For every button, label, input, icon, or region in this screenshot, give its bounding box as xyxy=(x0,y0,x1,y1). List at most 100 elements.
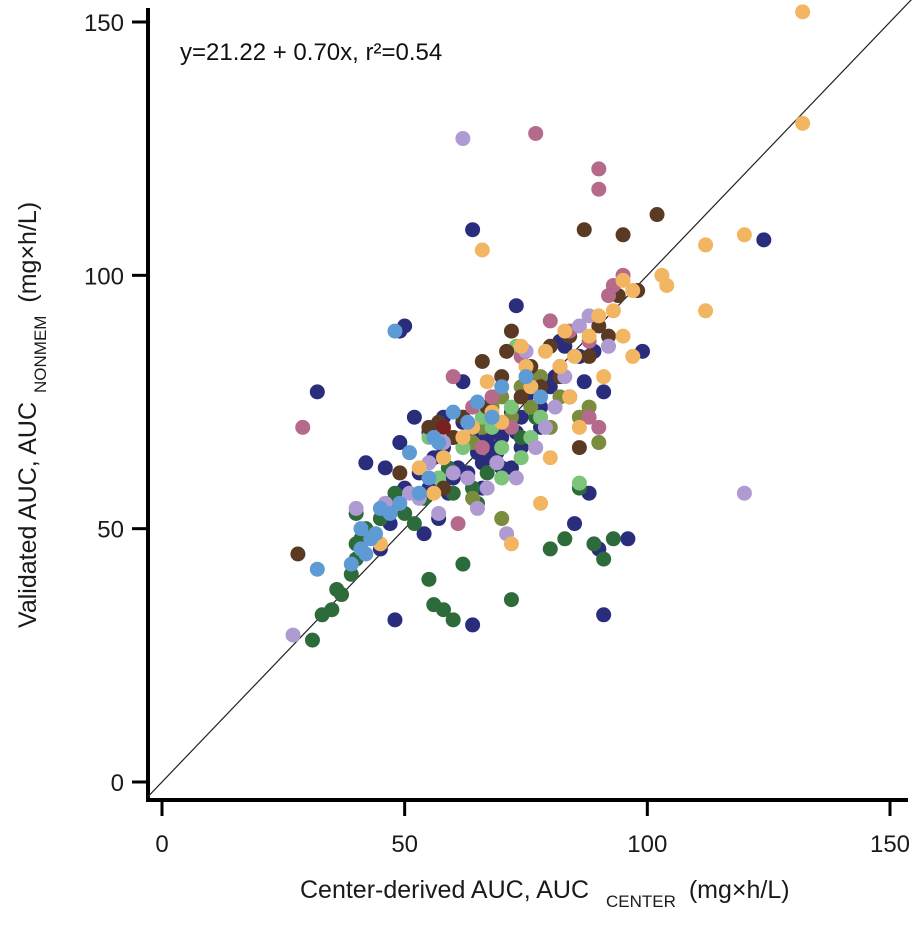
data-point xyxy=(484,389,500,405)
data-point xyxy=(513,338,529,354)
data-point xyxy=(508,298,524,314)
data-point xyxy=(484,409,500,425)
data-point xyxy=(756,232,772,248)
y-tick-label: 50 xyxy=(97,517,124,544)
data-point xyxy=(474,242,490,258)
data-point xyxy=(659,277,675,293)
data-point xyxy=(435,450,451,466)
data-point xyxy=(474,440,490,456)
data-point xyxy=(479,465,495,481)
x-tick-label: 50 xyxy=(391,831,418,858)
data-point xyxy=(596,384,612,400)
data-point xyxy=(620,531,636,547)
x-axis-title: Center-derived AUC, AUC CENTER (mg×h/L) xyxy=(300,876,790,913)
data-point xyxy=(576,374,592,390)
data-point xyxy=(596,369,612,385)
y-axis-title-sub: NONMEM xyxy=(31,316,50,393)
data-point xyxy=(406,409,422,425)
data-point xyxy=(309,561,325,577)
data-point xyxy=(411,485,427,501)
data-point xyxy=(591,419,607,435)
data-point xyxy=(368,526,384,542)
data-point xyxy=(392,435,408,451)
data-point xyxy=(533,389,549,405)
data-point xyxy=(494,440,510,456)
data-point xyxy=(605,303,621,319)
data-point xyxy=(392,495,408,511)
data-point xyxy=(295,419,311,435)
data-point xyxy=(562,389,578,405)
data-point xyxy=(431,505,447,521)
data-point xyxy=(479,480,495,496)
data-point xyxy=(605,531,621,547)
y-tick-label: 0 xyxy=(111,770,124,797)
data-point xyxy=(460,470,476,486)
data-point xyxy=(503,536,519,552)
data-point xyxy=(581,328,597,344)
y-tick-label: 100 xyxy=(84,263,124,290)
data-point xyxy=(542,450,558,466)
data-point xyxy=(358,546,374,562)
data-point xyxy=(426,429,442,445)
data-point xyxy=(537,419,553,435)
data-point xyxy=(547,399,563,415)
data-point xyxy=(533,495,549,511)
data-point xyxy=(625,283,641,299)
data-point xyxy=(465,222,481,238)
data-point xyxy=(474,353,490,369)
data-points xyxy=(285,4,811,648)
data-point xyxy=(596,551,612,567)
data-point xyxy=(625,348,641,364)
data-point xyxy=(494,470,510,486)
data-point xyxy=(392,465,408,481)
data-point xyxy=(494,511,510,527)
data-point xyxy=(649,207,665,223)
data-point xyxy=(382,505,398,521)
data-point xyxy=(601,338,617,354)
data-point xyxy=(581,348,597,364)
y-tick-label: 150 xyxy=(84,10,124,37)
data-point xyxy=(309,384,325,400)
data-point xyxy=(571,440,587,456)
data-point xyxy=(503,592,519,608)
data-point xyxy=(426,485,442,501)
data-point xyxy=(557,531,573,547)
data-point xyxy=(435,419,451,435)
data-point xyxy=(698,303,714,319)
data-point xyxy=(557,323,573,339)
data-point xyxy=(576,222,592,238)
axis-ticks: 0 50 100 150 0 50 100 150 xyxy=(84,10,910,858)
data-point xyxy=(523,399,539,415)
data-point xyxy=(571,419,587,435)
data-point xyxy=(460,414,476,430)
data-point xyxy=(358,455,374,471)
data-point xyxy=(494,379,510,395)
data-point xyxy=(615,227,631,243)
data-point xyxy=(324,602,340,618)
data-point xyxy=(736,485,752,501)
data-point xyxy=(445,465,461,481)
data-point xyxy=(445,612,461,628)
data-point xyxy=(445,369,461,385)
data-point xyxy=(387,323,403,339)
data-point xyxy=(469,394,485,410)
data-point xyxy=(343,556,359,572)
data-point xyxy=(445,404,461,420)
data-point xyxy=(455,556,471,572)
data-point xyxy=(736,227,752,243)
data-point xyxy=(581,409,597,425)
data-point xyxy=(421,470,437,486)
data-point xyxy=(591,181,607,197)
data-point xyxy=(455,131,471,147)
data-point xyxy=(465,617,481,633)
data-point xyxy=(591,435,607,451)
data-point xyxy=(353,521,369,537)
data-point xyxy=(795,4,811,20)
x-tick-label: 100 xyxy=(627,831,667,858)
data-point xyxy=(567,516,583,532)
data-point xyxy=(489,455,505,471)
fit-annotation: y=21.22 + 0.70x, r²=0.54 xyxy=(180,39,442,66)
data-point xyxy=(615,272,631,288)
data-point xyxy=(528,125,544,141)
